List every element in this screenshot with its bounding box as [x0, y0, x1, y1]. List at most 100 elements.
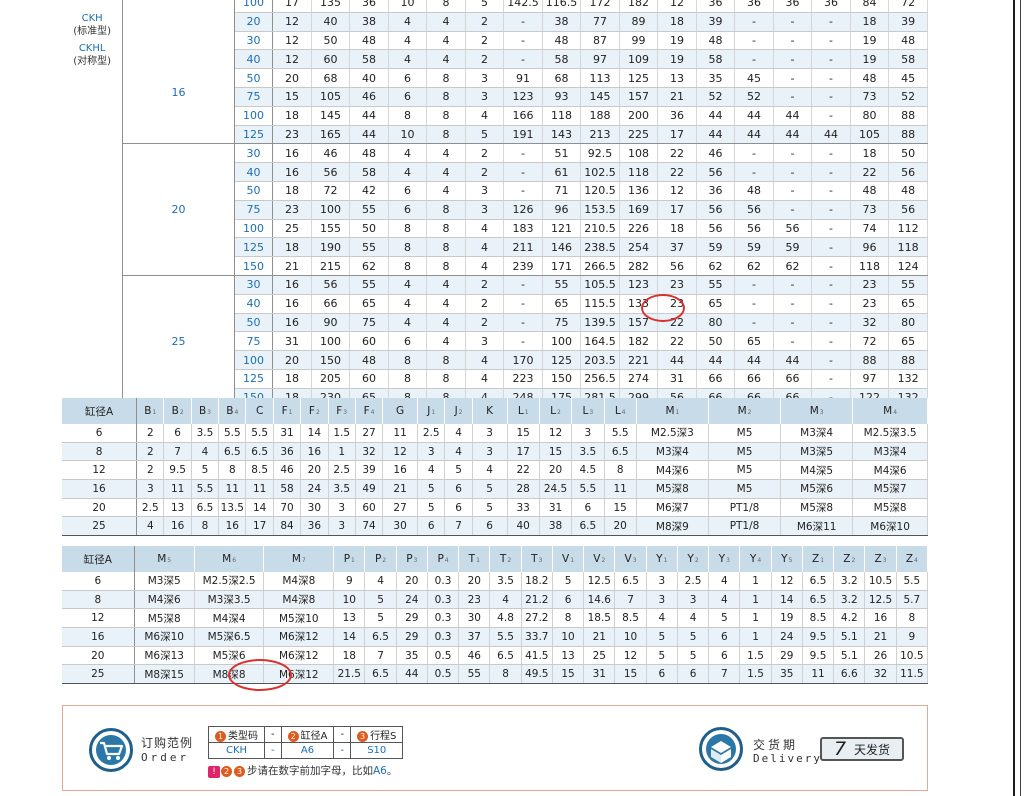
table-cell: 4 — [444, 442, 473, 462]
table-cell: 46 — [273, 460, 302, 481]
table-cell: - — [773, 143, 813, 164]
column-header: Y3 — [708, 546, 741, 572]
table-cell: 27 — [355, 424, 384, 443]
table-cell: 56 — [311, 162, 351, 182]
table-cell: 2 — [136, 442, 165, 462]
table-cell: 4 — [191, 442, 220, 462]
table-cell: 12 — [382, 442, 419, 462]
table-cell: 4.5 — [571, 460, 605, 481]
table-cell: 55 — [542, 275, 582, 295]
table-cell: 52 — [696, 87, 736, 107]
table-cell: 4 — [472, 460, 508, 481]
table-cell: 5 — [465, 125, 505, 145]
header-subscript: 1 — [431, 409, 436, 416]
table-cell: 35 — [771, 664, 803, 685]
column-header: Y5 — [771, 546, 803, 572]
table-cell: 44 — [349, 125, 389, 145]
delivery-title-en: Delivery — [753, 752, 822, 765]
table-cell: 19 — [850, 31, 890, 51]
table-row: 100 18 145 44 8 8 4 166 118 188 200 36 44 44 44-80 88 — [62, 106, 928, 126]
table-cell: 1.5 — [739, 646, 772, 666]
header-subscript: 3 — [726, 557, 730, 564]
table-cell: 18 — [272, 369, 312, 389]
header-subscript: 1 — [476, 557, 480, 564]
header-letter: T — [499, 553, 507, 565]
table-cell: 10 — [552, 627, 585, 647]
table-cell: 93 — [542, 87, 582, 107]
table-cell: 102.5 — [580, 162, 620, 182]
table-cell: 17 — [507, 442, 540, 462]
table-cell: 18 — [850, 143, 890, 164]
column-header: 缸径A — [62, 546, 135, 572]
table-cell: - — [503, 275, 543, 295]
table-cell: 75 — [542, 313, 582, 333]
table-cell: - — [503, 31, 543, 51]
table-cell: 5 — [417, 498, 446, 518]
table-cell: 16 — [300, 442, 329, 462]
table-cell: 190 — [311, 237, 351, 258]
table-cell: 23 — [850, 275, 890, 295]
stroke-cell: 100 — [234, 350, 274, 370]
header-letter: P — [437, 553, 444, 565]
table-cell: 36 — [349, 0, 389, 13]
table-cell: 48 — [888, 181, 928, 201]
table-cell: 17 — [657, 200, 697, 220]
header-letter: Z — [874, 553, 882, 565]
table-cell: 8 — [62, 590, 135, 610]
table-cell: - — [503, 12, 543, 32]
table-cell: M3深4 — [636, 442, 709, 462]
table-cell: 120.5 — [580, 181, 620, 201]
table-cell: 8.5 — [245, 460, 274, 481]
table-cell: 14 — [245, 498, 274, 518]
table-cell: - — [811, 294, 851, 314]
table-cell: 20 — [62, 498, 138, 518]
table-cell: 56 — [696, 200, 736, 220]
table-cell: 2 — [465, 31, 505, 51]
table-cell: 191 — [503, 125, 543, 145]
table-cell: 5 — [472, 498, 508, 518]
table-cell: 12.5 — [864, 590, 897, 610]
table-cell: 59 — [696, 237, 736, 258]
table-row: 50 18 72 42 6 4 3-71 120.5 136 12 36 48- -48 48 — [62, 181, 928, 201]
table-cell: 22 — [657, 162, 697, 182]
header-subscript: 1 — [675, 409, 680, 416]
table-cell: 12 — [62, 608, 135, 629]
stroke-cell: 40 — [234, 294, 274, 314]
table-cell: - — [734, 294, 774, 314]
table-cell: 17 — [245, 516, 274, 537]
stroke-cell: 30 — [234, 275, 274, 295]
table-cell: 66 — [696, 369, 736, 389]
table-cell: 0.3 — [427, 572, 460, 591]
table-cell: 16 — [272, 162, 312, 182]
table-cell: 11 — [163, 479, 192, 499]
table-cell: 2 — [465, 143, 505, 164]
table-cell: 6 — [472, 516, 508, 537]
table-cell: M2.5深2.5 — [194, 572, 265, 591]
table-cell: 65 — [734, 331, 774, 352]
table-cell: 205 — [311, 369, 351, 389]
table-cell: 55 — [349, 275, 389, 295]
table-cell: 8.5 — [614, 608, 647, 629]
header-subscript: 4 — [621, 409, 626, 416]
header-letter: Y — [656, 553, 663, 565]
header-letter: B — [226, 405, 234, 417]
header-subscript: 1 — [663, 557, 668, 564]
table-cell: - — [773, 87, 813, 107]
step-number-badge: 3 — [357, 731, 369, 742]
table-cell: 6.5 — [802, 590, 835, 610]
table-cell: M3深4 — [780, 424, 854, 443]
table-cell: 4 — [677, 608, 710, 629]
table-cell: 12 — [657, 0, 697, 13]
step-number-badge: 1 — [215, 731, 226, 742]
table-cell: 164.5 — [580, 331, 620, 352]
order-code-value: A6 — [280, 742, 335, 759]
table-cell: 3 — [472, 442, 508, 462]
table-cell: 8 — [388, 237, 428, 258]
table-cell: 77 — [580, 12, 620, 32]
header-letter: Z — [905, 553, 914, 565]
table-cell: 182 — [619, 0, 659, 13]
table-cell: M5深6.5 — [194, 627, 265, 647]
table-row: 16 M6深10 M5深6.5 M6深12 14 6.5 29 0.3 37 5.5 33.7 10 2… — [62, 627, 929, 647]
table-cell: 37 — [458, 627, 491, 647]
table-cell: 16 — [272, 275, 312, 295]
